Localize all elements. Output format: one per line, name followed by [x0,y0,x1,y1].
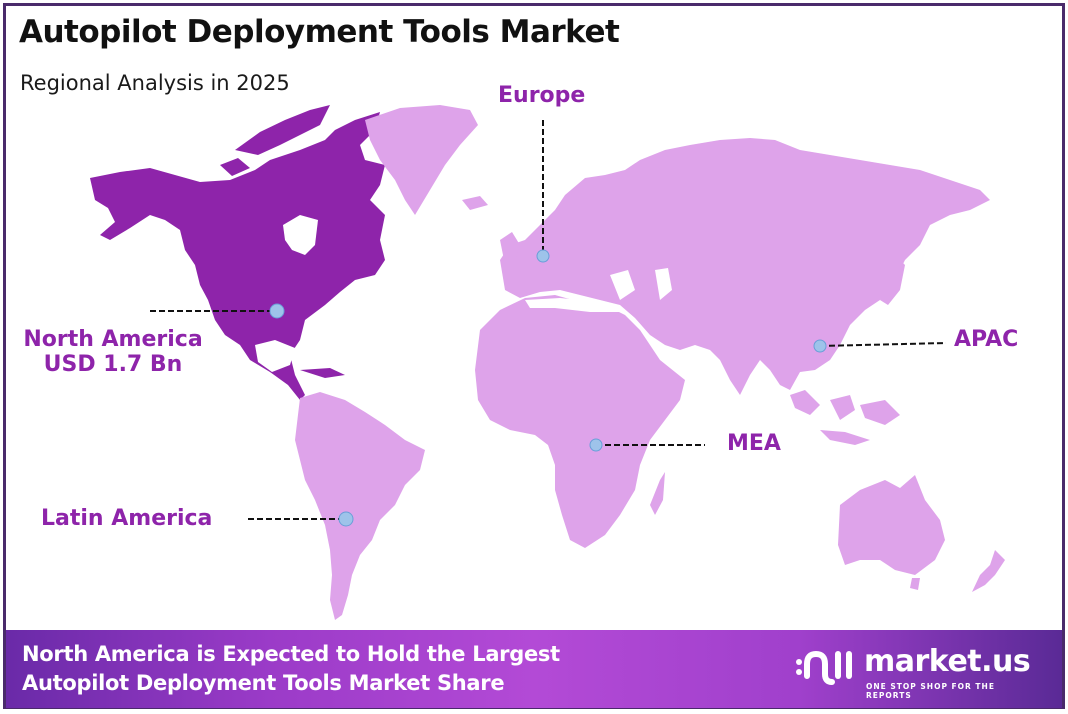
label-latin-america: Latin America [41,506,213,531]
label-north-america: North America USD 1.7 Bn [18,327,208,378]
region-other [295,105,1005,620]
market-us-logo: market.us ONE STOP SHOP FOR THE REPORTS [794,644,1044,700]
logo-name: market.us [864,644,1031,679]
footer-headline: North America is Expected to Hold the La… [22,640,560,698]
label-north-america-name: North America [23,327,203,352]
footer-line-1: North America is Expected to Hold the La… [22,642,560,666]
label-mea: MEA [727,431,781,456]
greenland [365,105,478,215]
marker-apac [813,339,827,353]
eurasia [500,138,990,395]
africa [475,295,685,548]
leader-lines [150,120,947,520]
marker-europe [536,249,550,263]
label-europe: Europe [498,83,586,108]
hudson-bay [283,215,318,255]
leader-line-apac [819,342,947,347]
south-america [295,392,425,620]
region-north-america [90,105,385,400]
marker-mea [589,438,603,452]
australia [838,475,945,575]
page-subtitle: Regional Analysis in 2025 [20,71,290,95]
footer-banner: North America is Expected to Hold the La… [6,630,1062,708]
marker-latin-america [338,511,354,527]
label-apac: APAC [954,327,1019,352]
logo-tagline: ONE STOP SHOP FOR THE REPORTS [866,682,995,700]
marker-north-america [269,303,285,319]
market-us-logo-icon [796,650,852,685]
label-north-america-value: USD 1.7 Bn [43,352,183,378]
region-markers [269,249,827,527]
footer-line-2: Autopilot Deployment Tools Market Share [22,671,505,695]
gulf-of-mexico [255,340,295,372]
page-title: Autopilot Deployment Tools Market [19,14,620,50]
